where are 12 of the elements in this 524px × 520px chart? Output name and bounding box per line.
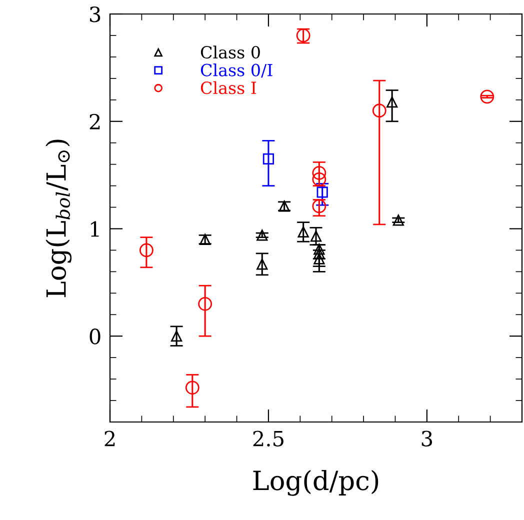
x-tick-label: 2: [104, 430, 115, 446]
y-tick-label: 2: [90, 114, 100, 130]
y-tick-label: 0: [90, 328, 100, 344]
x-tick-label: 3: [422, 430, 432, 446]
y-tick-label: 3: [90, 6, 100, 22]
x-axis-title: Log(d/pc): [253, 470, 378, 496]
legend-label: Class 0/I: [200, 63, 272, 78]
y-axis-title: Log(L$_{bol}$/L$_{⊙}$): [46, 140, 72, 298]
x-tick-label: 2.5: [253, 430, 284, 446]
legend-label: Class 0: [200, 46, 260, 59]
y-tick-label: 1: [90, 221, 99, 237]
legend-label: Class I: [200, 81, 256, 94]
